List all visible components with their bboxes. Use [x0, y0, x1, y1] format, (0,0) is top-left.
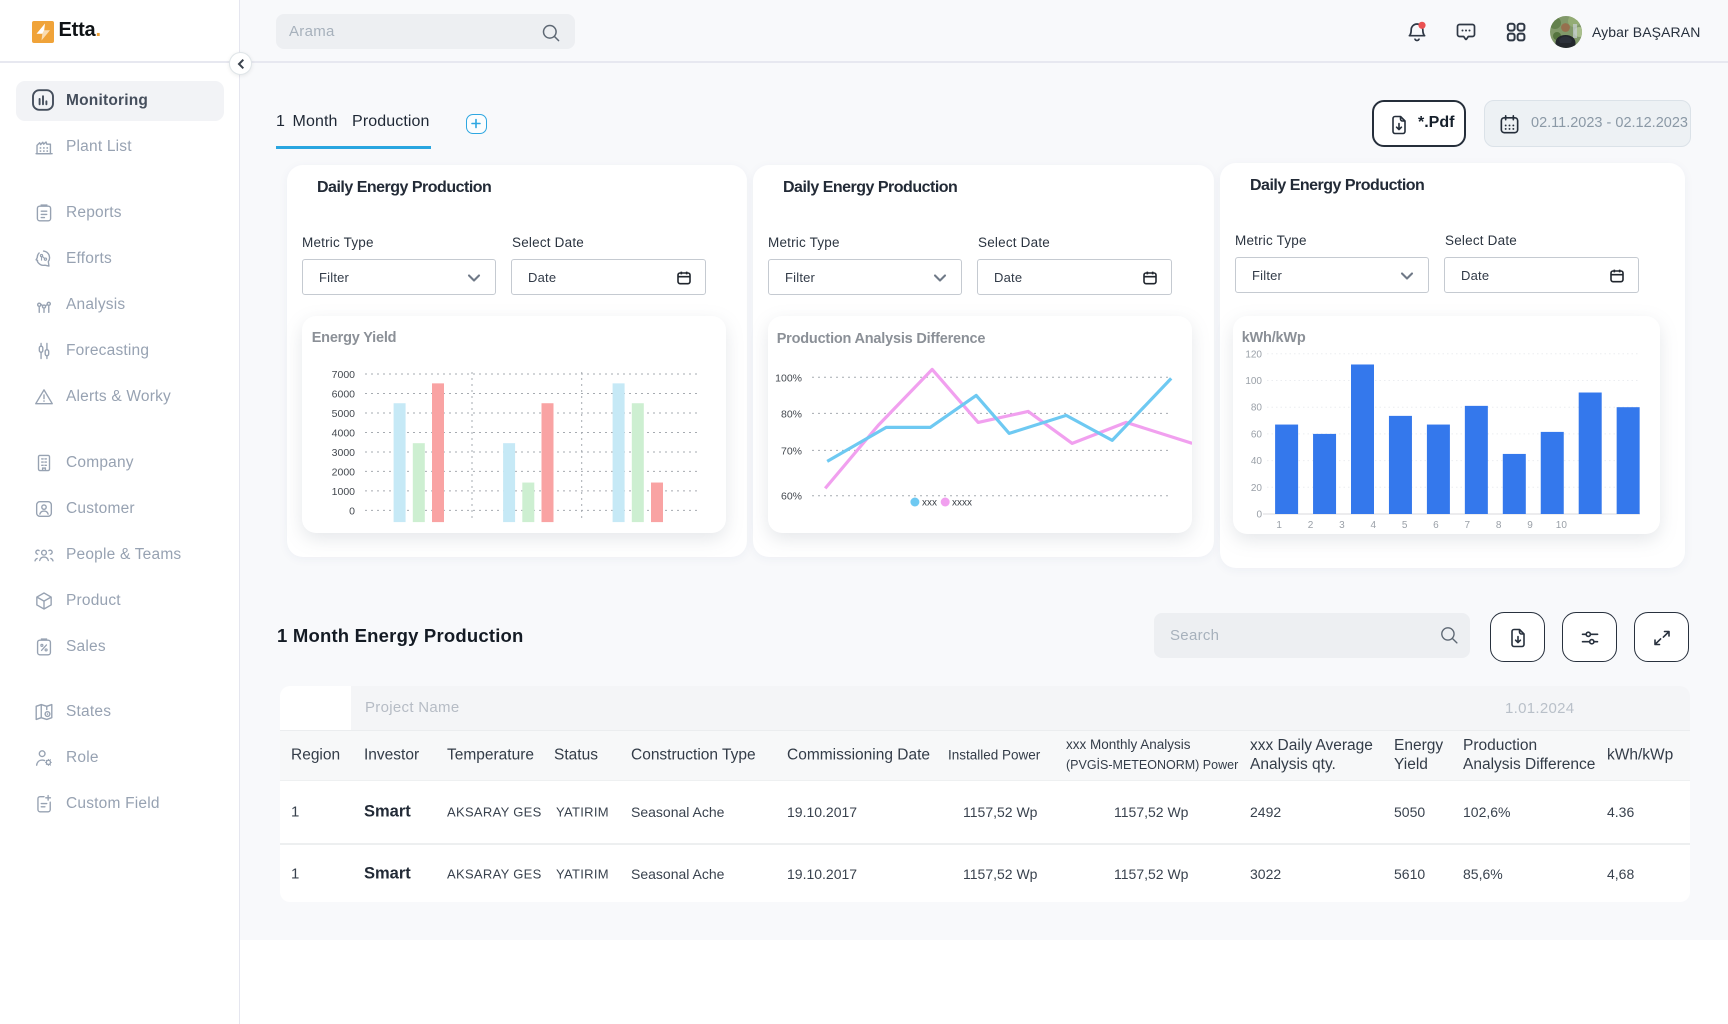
svg-text:7: 7	[1464, 520, 1470, 531]
svg-text:3: 3	[1339, 520, 1345, 531]
svg-text:9: 9	[1527, 520, 1533, 531]
svg-text:xxx: xxx	[922, 497, 937, 508]
svg-text:20: 20	[1251, 482, 1263, 493]
svg-text:4000: 4000	[331, 427, 355, 439]
svg-text:2000: 2000	[331, 466, 355, 478]
svg-text:80: 80	[1251, 402, 1263, 413]
svg-text:5: 5	[1402, 520, 1408, 531]
svg-text:0: 0	[1256, 509, 1262, 520]
svg-text:120: 120	[1245, 349, 1262, 360]
svg-text:5000: 5000	[331, 408, 355, 420]
svg-text:60: 60	[1251, 429, 1263, 440]
svg-text:4: 4	[1370, 520, 1376, 531]
svg-text:1000: 1000	[331, 486, 355, 498]
svg-text:40: 40	[1251, 456, 1263, 467]
svg-text:7000: 7000	[331, 369, 355, 381]
svg-text:6: 6	[1433, 520, 1439, 531]
svg-text:100: 100	[1245, 376, 1262, 387]
svg-text:1: 1	[1276, 520, 1282, 531]
svg-text:60%: 60%	[781, 490, 802, 502]
svg-text:3000: 3000	[331, 447, 355, 459]
svg-text:70%: 70%	[781, 445, 802, 457]
svg-text:80%: 80%	[781, 408, 802, 420]
svg-text:100%: 100%	[775, 372, 802, 384]
svg-text:2: 2	[1307, 520, 1313, 531]
svg-text:8: 8	[1496, 520, 1502, 531]
svg-text:0: 0	[349, 505, 355, 517]
svg-text:6000: 6000	[331, 388, 355, 400]
svg-text:10: 10	[1555, 520, 1567, 531]
svg-text:xxxx: xxxx	[952, 497, 972, 508]
